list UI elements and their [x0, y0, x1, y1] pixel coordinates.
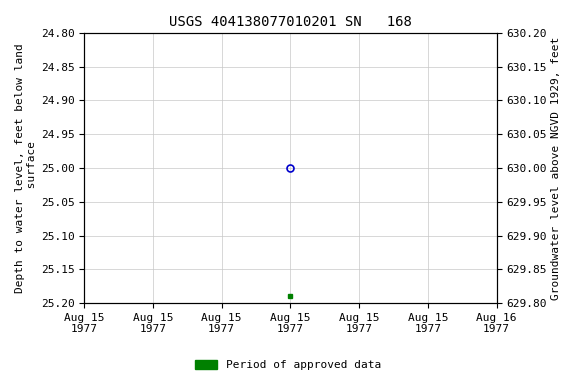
Title: USGS 404138077010201 SN   168: USGS 404138077010201 SN 168 — [169, 15, 412, 29]
Y-axis label: Depth to water level, feet below land
 surface: Depth to water level, feet below land su… — [15, 43, 37, 293]
Y-axis label: Groundwater level above NGVD 1929, feet: Groundwater level above NGVD 1929, feet — [551, 36, 561, 300]
Legend: Period of approved data: Period of approved data — [191, 356, 385, 375]
